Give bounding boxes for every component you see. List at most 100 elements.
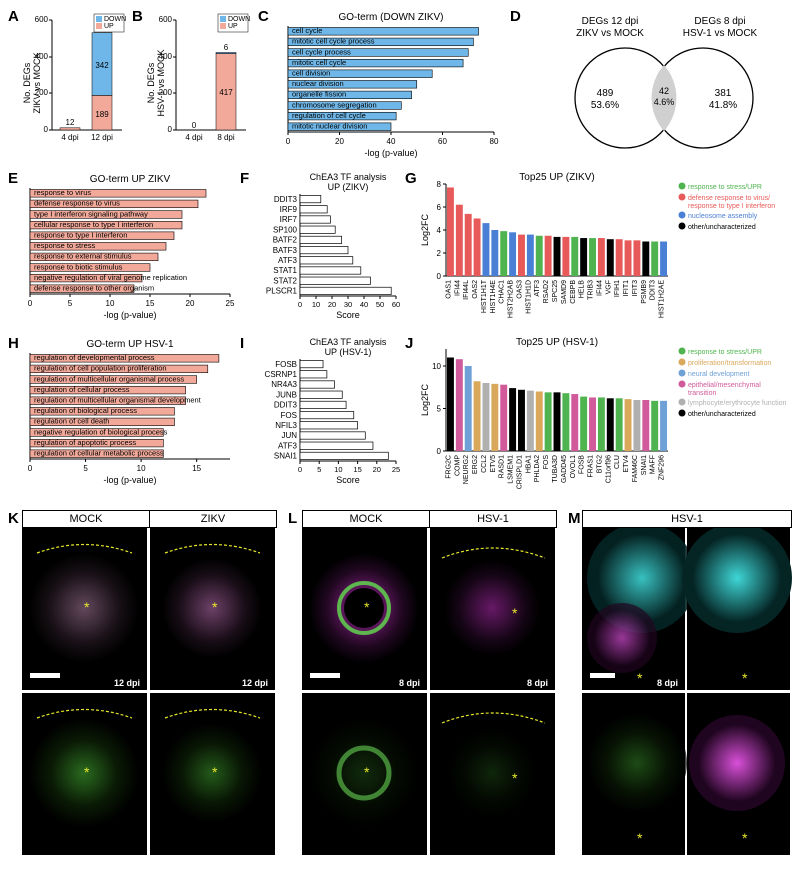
svg-text:4.6%: 4.6% xyxy=(654,97,675,107)
svg-text:type I interferon signaling pa: type I interferon signaling pathway xyxy=(34,209,148,218)
svg-text:-log (p-value): -log (p-value) xyxy=(364,148,417,158)
svg-text:CSRNP1: CSRNP1 xyxy=(265,370,298,379)
svg-text:15: 15 xyxy=(146,299,155,308)
svg-text:SNAI1: SNAI1 xyxy=(274,452,298,461)
svg-text:GADD45: GADD45 xyxy=(561,455,568,483)
svg-text:40: 40 xyxy=(387,137,396,146)
svg-text:other/uncharacterized: other/uncharacterized xyxy=(688,224,756,231)
svg-text:0: 0 xyxy=(28,299,33,308)
svg-text:DOWN: DOWN xyxy=(228,16,250,23)
svg-text:regulation of cell death: regulation of cell death xyxy=(34,417,109,426)
svg-text:0: 0 xyxy=(437,272,442,281)
svg-text:10: 10 xyxy=(334,465,342,474)
panel-j-chart: Top25 UP (HSV-1)0510Log2FCFRG2CCOMPNEURG… xyxy=(418,335,798,505)
svg-text:ERG2: ERG2 xyxy=(472,455,479,474)
svg-text:HIST2H2AB: HIST2H2AB xyxy=(508,280,515,318)
svg-text:IFIH1: IFIH1 xyxy=(614,280,621,297)
svg-text:489: 489 xyxy=(597,88,614,99)
svg-text:25: 25 xyxy=(226,299,235,308)
svg-text:417: 417 xyxy=(219,88,233,97)
svg-text:regulation of cell cycle: regulation of cell cycle xyxy=(292,111,366,120)
svg-text:4 dpi: 4 dpi xyxy=(185,133,203,142)
svg-text:regulation of cellular process: regulation of cellular process xyxy=(34,385,130,394)
svg-text:SAMD9: SAMD9 xyxy=(561,280,568,304)
svg-text:OAS1: OAS1 xyxy=(445,280,452,299)
svg-text:ZIKV vs MOCK: ZIKV vs MOCK xyxy=(576,28,644,39)
svg-text:other/uncharacterized: other/uncharacterized xyxy=(688,411,756,418)
svg-text:ATF3: ATF3 xyxy=(278,256,298,265)
panel-b-chart: DOWN UP 0 200 400 600 0 4 dpi 417 6 8 dp… xyxy=(146,8,256,158)
svg-text:negative regulation of biologi: negative regulation of biological proces… xyxy=(34,427,168,436)
svg-text:response to external stimulus: response to external stimulus xyxy=(34,252,132,261)
svg-text:STAT2: STAT2 xyxy=(273,276,297,285)
svg-text:4 dpi: 4 dpi xyxy=(61,133,79,142)
panel-i-label: I xyxy=(240,335,244,352)
svg-text:6: 6 xyxy=(224,43,229,52)
svg-text:OAS2: OAS2 xyxy=(472,280,479,299)
svg-text:*: * xyxy=(637,670,643,686)
panel-b-label: B xyxy=(132,8,143,25)
svg-text:*: * xyxy=(212,764,218,780)
svg-text:cell cycle: cell cycle xyxy=(292,26,322,35)
svg-text:5: 5 xyxy=(317,465,321,474)
svg-text:FRG2C: FRG2C xyxy=(445,455,452,479)
svg-text:lymphocyte/erythrocyte functio: lymphocyte/erythrocyte function xyxy=(688,400,787,407)
panel-l-col-mock: MOCK xyxy=(303,511,430,527)
svg-text:HIST1H1T: HIST1H1T xyxy=(481,279,488,313)
svg-text:20: 20 xyxy=(328,300,336,309)
svg-text:5: 5 xyxy=(437,405,442,414)
panel-j: Top25 UP (HSV-1)0510Log2FCFRG2CCOMPNEURG… xyxy=(418,335,798,505)
panel-g-chart: Top25 UP (ZIKV)02468Log2FCOAS1IFI44IFI44… xyxy=(418,170,798,330)
svg-text:HIST1H2AE: HIST1H2AE xyxy=(659,280,666,318)
panel-l-label: L xyxy=(288,510,297,527)
svg-text:12 dpi: 12 dpi xyxy=(242,678,268,688)
svg-text:ChEA3 TF analysis: ChEA3 TF analysis xyxy=(310,172,387,182)
svg-text:response to type I interferon: response to type I interferon xyxy=(34,231,127,240)
svg-text:response to virus: response to virus xyxy=(34,188,91,197)
svg-text:GO-term UP ZIKV: GO-term UP ZIKV xyxy=(90,174,171,185)
svg-text:OVOL1: OVOL1 xyxy=(570,455,577,478)
svg-text:600: 600 xyxy=(35,15,49,24)
svg-text:FOSB: FOSB xyxy=(579,455,586,474)
svg-text:20: 20 xyxy=(335,137,344,146)
svg-text:SNAI1: SNAI1 xyxy=(641,455,648,475)
svg-text:*: * xyxy=(637,830,643,846)
svg-text:defense response to other orga: defense response to other organism xyxy=(34,284,154,293)
svg-text:60: 60 xyxy=(438,137,447,146)
svg-text:381: 381 xyxy=(715,88,732,99)
svg-text:0: 0 xyxy=(192,121,197,130)
svg-text:Log2FC: Log2FC xyxy=(420,213,430,246)
svg-text:*: * xyxy=(364,764,370,780)
svg-text:GO-term (DOWN ZIKV): GO-term (DOWN ZIKV) xyxy=(339,12,444,23)
panel-l-images: * 8 dpi * 8 dpi * * xyxy=(302,528,557,858)
svg-text:Log2FC: Log2FC xyxy=(420,383,430,416)
panel-j-label: J xyxy=(405,335,413,352)
panel-k: MOCK ZIKV * 12 dpi * xyxy=(22,510,277,858)
svg-text:transition: transition xyxy=(688,390,717,397)
svg-text:*: * xyxy=(512,605,518,621)
svg-text:5: 5 xyxy=(83,464,88,473)
panel-i-chart: ChEA3 TF analysisUP (HSV-1)0510152025Sco… xyxy=(252,335,402,485)
svg-text:nucleosome assembly: nucleosome assembly xyxy=(688,213,758,220)
svg-text:50: 50 xyxy=(376,300,384,309)
svg-text:UP (HSV-1): UP (HSV-1) xyxy=(325,347,372,357)
svg-text:UP (ZIKV): UP (ZIKV) xyxy=(328,182,369,192)
svg-text:FOS: FOS xyxy=(543,455,550,470)
svg-text:DEGs 8 dpi: DEGs 8 dpi xyxy=(694,16,745,27)
svg-text:*: * xyxy=(742,830,748,846)
svg-text:SPC25: SPC25 xyxy=(552,280,559,302)
svg-text:ZIKV vs MOCK: ZIKV vs MOCK xyxy=(32,52,42,113)
svg-text:ZNF296: ZNF296 xyxy=(659,455,666,480)
panel-c: GO-term (DOWN ZIKV)020406080-log (p-valu… xyxy=(272,8,502,158)
svg-text:RSAD2: RSAD2 xyxy=(543,280,550,303)
svg-text:HSV-1 vs MOCK: HSV-1 vs MOCK xyxy=(156,49,166,116)
svg-text:regulation of multicellular or: regulation of multicellular organismal p… xyxy=(34,374,184,383)
svg-text:HIST1H1D: HIST1H1D xyxy=(525,280,532,314)
svg-text:IFI44L: IFI44L xyxy=(463,280,470,300)
svg-text:epithelial/mesenchymal: epithelial/mesenchymal xyxy=(688,382,761,389)
svg-text:defense response to virus: defense response to virus xyxy=(34,199,120,208)
svg-text:ATF3: ATF3 xyxy=(534,280,541,297)
panel-h: GO-term UP HSV-1051015-log (p-value)regu… xyxy=(18,335,238,485)
svg-text:IRF7: IRF7 xyxy=(280,215,298,224)
svg-text:JUN: JUN xyxy=(281,431,297,440)
